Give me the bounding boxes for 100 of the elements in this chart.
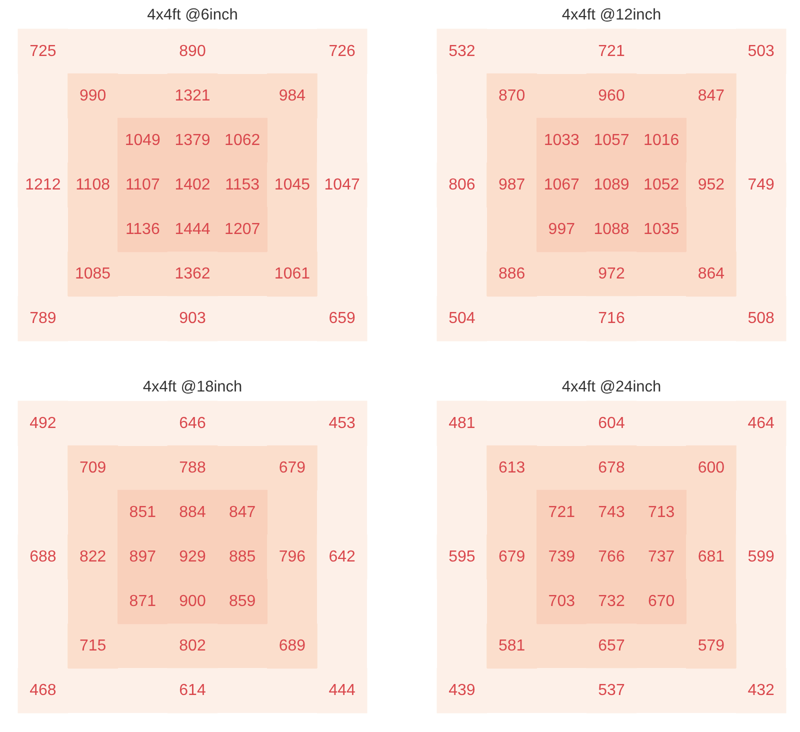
data-label: 884 <box>179 504 206 521</box>
data-label: 716 <box>598 310 625 328</box>
data-label: 789 <box>30 310 56 328</box>
data-label: 802 <box>179 638 206 655</box>
data-label: 952 <box>698 176 725 194</box>
text: 4x4ft @6inch <box>147 6 238 24</box>
data-label: 468 <box>30 682 56 700</box>
data-label: 1061 <box>274 266 310 283</box>
data-label: 1153 <box>225 176 260 194</box>
data-label: 1045 <box>274 176 310 194</box>
data-label: 997 <box>548 221 576 238</box>
text: 4x4ft @18inch <box>142 378 242 396</box>
data-label: 1379 <box>174 132 210 149</box>
data-label: 508 <box>748 310 775 328</box>
data-label: 689 <box>278 638 306 655</box>
data-label: 890 <box>179 42 206 60</box>
text: 4x4ft @12inch <box>562 6 662 24</box>
data-label: 709 <box>79 459 106 476</box>
data-label: 1444 <box>174 221 210 238</box>
data-label: 670 <box>648 593 675 610</box>
data-label: 1062 <box>224 132 260 149</box>
data-label: 859 <box>229 593 256 610</box>
data-label: 532 <box>448 42 476 60</box>
data-label: 439 <box>448 682 476 700</box>
data-label: 847 <box>698 87 725 104</box>
data-label: 972 <box>598 266 625 283</box>
data-label: 871 <box>129 593 156 610</box>
data-label: 725 <box>30 42 56 60</box>
data-label: 929 <box>179 548 206 566</box>
data-label: 766 <box>598 548 625 566</box>
data-label: 642 <box>328 548 356 566</box>
data-label: 1035 <box>644 221 680 238</box>
data-label: 984 <box>278 87 306 104</box>
data-label: 444 <box>328 682 356 700</box>
data-label: 721 <box>548 504 576 521</box>
data-label: 1108 <box>76 176 110 194</box>
data-label: 688 <box>30 548 56 566</box>
data-label: 900 <box>179 593 206 610</box>
data-label: 1089 <box>594 176 630 194</box>
data-label: 1052 <box>644 176 680 194</box>
data-label: 1212 <box>25 176 61 194</box>
data-label: 1085 <box>74 266 111 283</box>
data-label: 579 <box>698 638 725 655</box>
data-label: 595 <box>448 548 476 566</box>
data-label: 453 <box>328 414 356 432</box>
data-label: 847 <box>229 504 256 521</box>
data-label: 732 <box>598 593 625 610</box>
data-label: 721 <box>598 42 625 60</box>
data-label: 679 <box>498 548 526 566</box>
data-label: 737 <box>648 548 675 566</box>
data-label: 581 <box>498 638 526 655</box>
data-label: 897 <box>129 548 156 566</box>
data-label: 822 <box>79 548 106 566</box>
data-label: 1107 <box>125 176 160 194</box>
data-label: 599 <box>748 548 775 566</box>
data-label: 806 <box>448 176 476 194</box>
data-label: 503 <box>748 42 775 60</box>
data-label: 1057 <box>594 132 630 149</box>
data-label: 1047 <box>324 176 360 194</box>
data-label: 1016 <box>644 132 680 149</box>
text: 4x4ft @24inch <box>562 378 662 396</box>
data-label: 703 <box>548 593 576 610</box>
data-label: 1402 <box>174 176 210 194</box>
data-label: 1033 <box>544 132 580 149</box>
data-label: 960 <box>598 87 625 104</box>
data-label: 886 <box>498 266 526 283</box>
data-label: 1321 <box>174 87 210 104</box>
data-label: 613 <box>498 459 526 476</box>
data-label: 1362 <box>174 266 210 283</box>
data-label: 659 <box>328 310 356 328</box>
data-label: 726 <box>328 42 356 60</box>
data-label: 713 <box>648 504 675 521</box>
data-label: 870 <box>498 87 526 104</box>
data-label: 600 <box>698 459 725 476</box>
data-label: 464 <box>748 414 775 432</box>
data-label: 1207 <box>224 221 260 238</box>
data-label: 864 <box>698 266 725 283</box>
data-label: 678 <box>598 459 625 476</box>
data-label: 788 <box>179 459 206 476</box>
data-label: 1136 <box>125 221 160 238</box>
data-label: 504 <box>448 310 476 328</box>
data-label: 749 <box>748 176 775 194</box>
data-label: 492 <box>30 414 56 432</box>
data-label: 481 <box>448 414 476 432</box>
data-label: 1088 <box>594 221 630 238</box>
data-label: 796 <box>278 548 306 566</box>
data-label: 987 <box>498 176 526 194</box>
data-label: 681 <box>698 548 725 566</box>
data-label: 990 <box>79 87 106 104</box>
data-label: 851 <box>129 504 156 521</box>
data-label: 1049 <box>124 132 161 149</box>
data-label: 715 <box>79 638 106 655</box>
data-label: 646 <box>179 414 206 432</box>
data-label: 743 <box>598 504 625 521</box>
data-label: 903 <box>179 310 206 328</box>
data-label: 604 <box>598 414 625 432</box>
data-label: 657 <box>598 638 625 655</box>
data-label: 739 <box>548 548 576 566</box>
data-label: 614 <box>179 682 206 700</box>
data-label: 537 <box>598 682 625 700</box>
